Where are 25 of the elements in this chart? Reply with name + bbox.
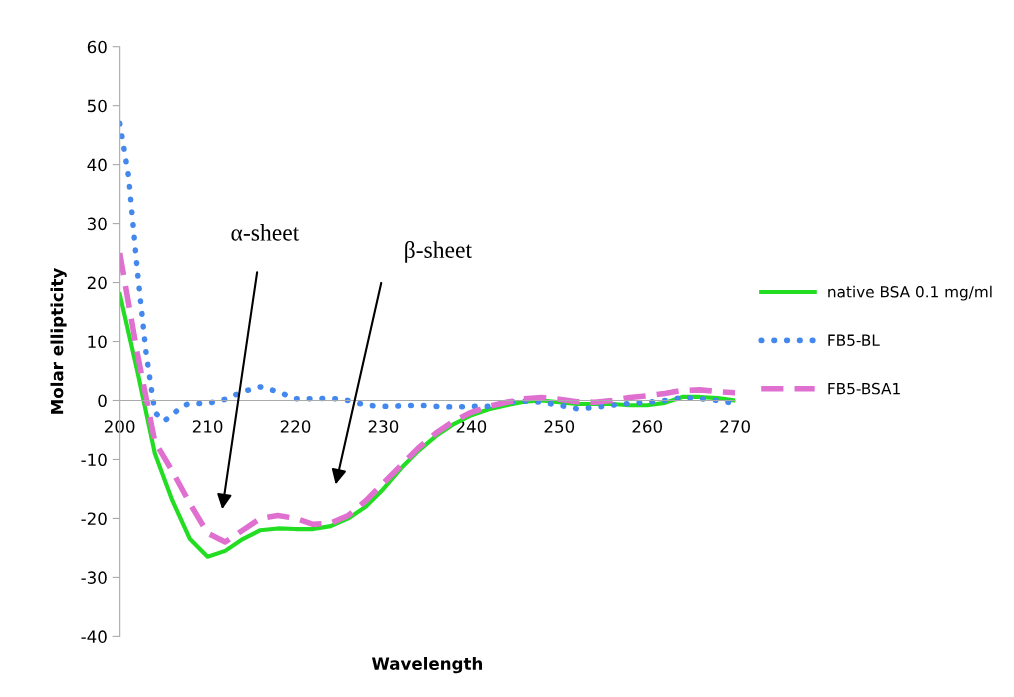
y-tick-label: -20 bbox=[81, 512, 107, 525]
x-tick-label: 250 bbox=[544, 420, 575, 433]
y-tick-label: -10 bbox=[81, 453, 107, 467]
y-tick-label: 0 bbox=[98, 394, 107, 408]
y-tick-label: 20 bbox=[87, 276, 107, 290]
y-tick-label: -30 bbox=[81, 571, 107, 584]
x-tick-label: 230 bbox=[368, 420, 399, 433]
x-axis-title: Wavelength bbox=[371, 657, 483, 674]
x-tick-label: 260 bbox=[632, 420, 663, 433]
annotation: α-sheet bbox=[231, 224, 300, 241]
annotation: β-sheet bbox=[405, 241, 472, 263]
y-tick-label: -40 bbox=[81, 630, 107, 643]
legend-label: native BSA 0.1 mg/ml bbox=[828, 285, 992, 301]
y-tick-label: 30 bbox=[87, 217, 107, 231]
x-tick-label: 210 bbox=[192, 420, 223, 433]
y-tick-label: 10 bbox=[88, 335, 107, 349]
x-tick-label: 220 bbox=[280, 420, 311, 433]
legend-label: FB5-BL bbox=[828, 334, 880, 346]
y-tick-label: 50 bbox=[87, 99, 107, 113]
x-tick-label: 200 bbox=[104, 420, 135, 433]
y-tick-label: 60 bbox=[87, 40, 107, 54]
y-axis-title: Molar ellipticity bbox=[50, 268, 67, 414]
x-tick-label: 270 bbox=[720, 420, 750, 433]
y-tick-label: 40 bbox=[87, 158, 107, 172]
legend-label: FB5-BSA1 bbox=[828, 382, 900, 395]
